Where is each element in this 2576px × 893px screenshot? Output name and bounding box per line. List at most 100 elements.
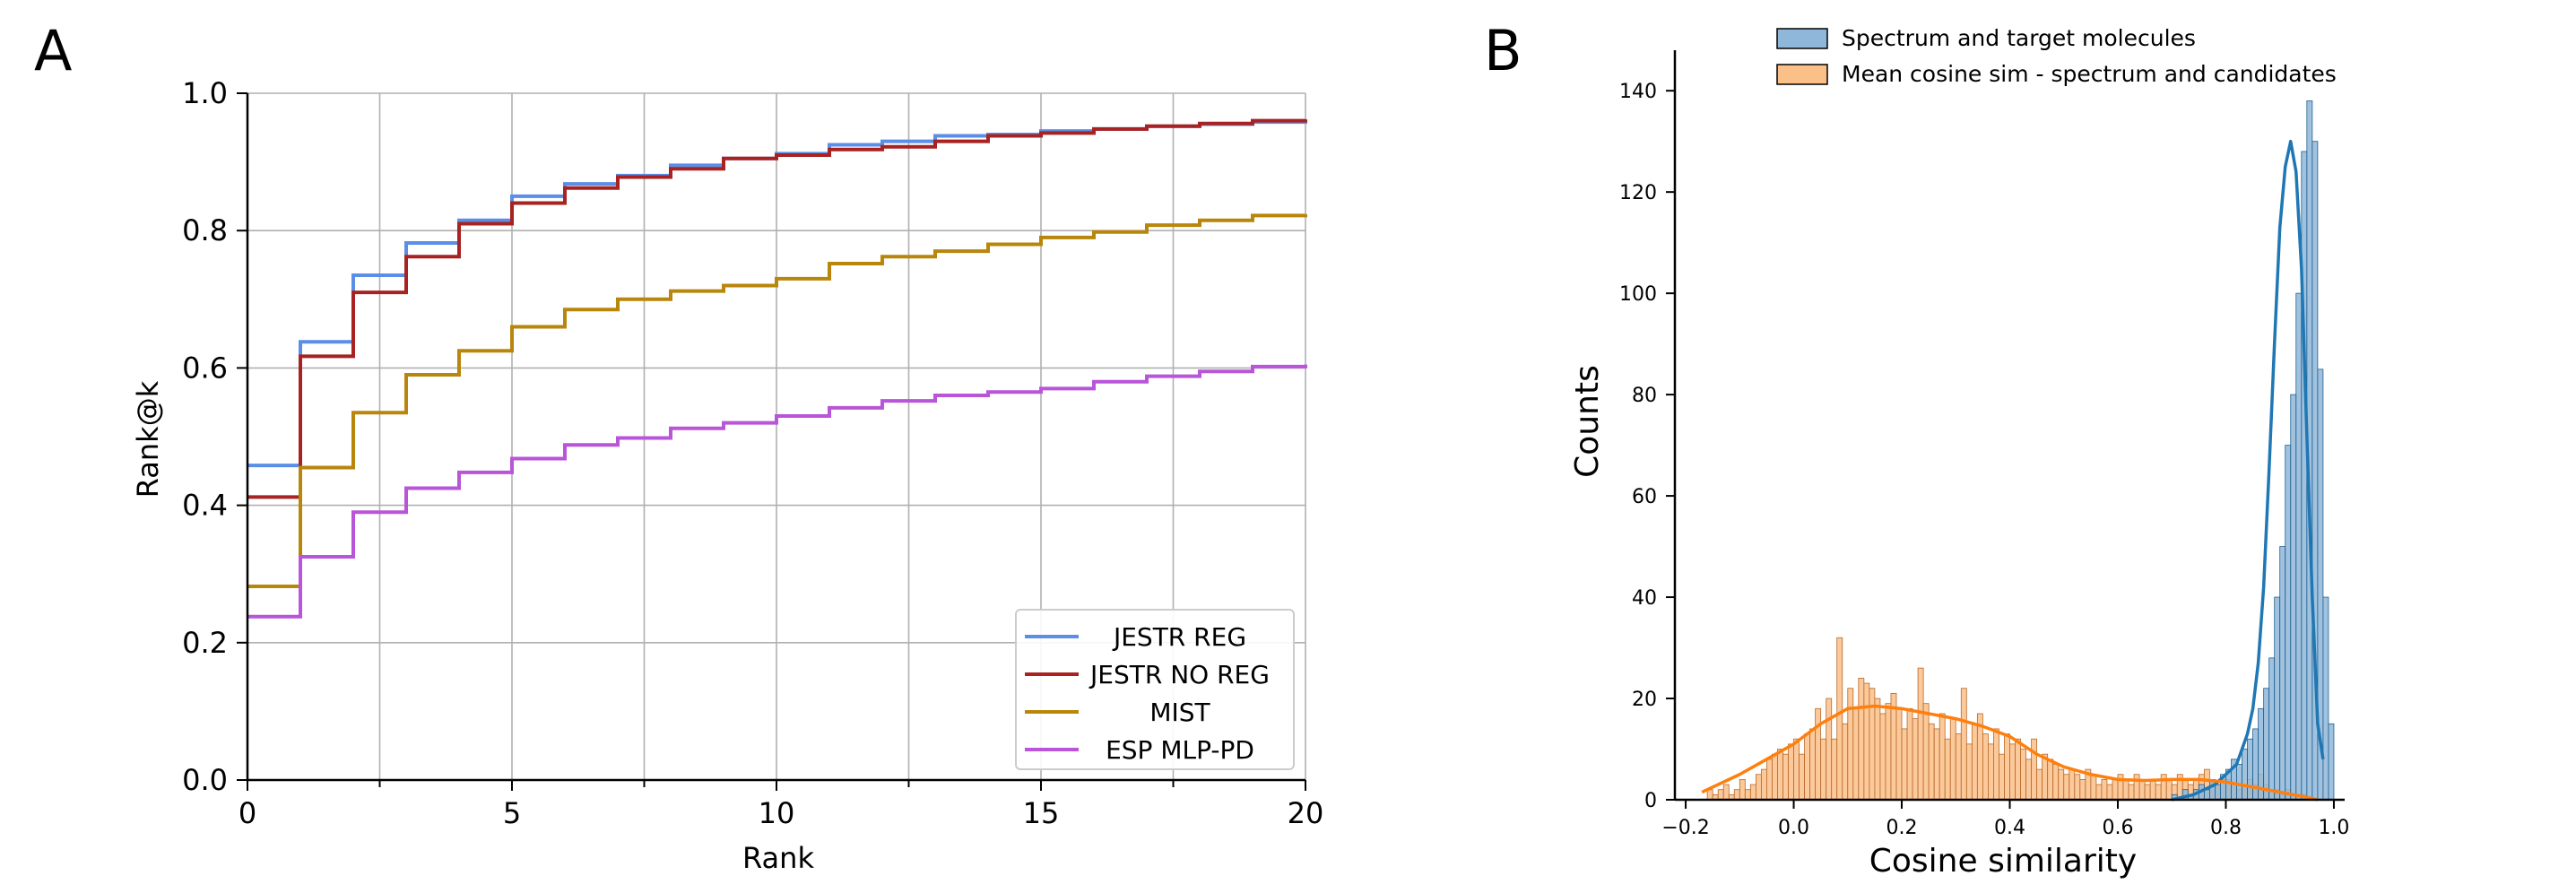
histogram-bar (2074, 774, 2081, 801)
histogram-y-tick-label: 60 (1632, 486, 1657, 508)
rank-series-lines (247, 118, 1307, 619)
histogram-bar (1799, 753, 1805, 801)
histogram-bar (2112, 779, 2119, 801)
histogram-bar (1760, 768, 1767, 801)
histogram-bar (2274, 596, 2281, 801)
rank-y-ticks: 0.0 0.2 0.4 0.6 0.8 1.0 (182, 76, 247, 797)
histogram-bar (2301, 151, 2308, 801)
histogram-legend-swatch (1776, 28, 1828, 49)
histogram-x-ticks: −0.2 0.0 0.2 0.4 0.6 0.8 1.0 (1661, 800, 2349, 839)
histogram-bar (1717, 789, 1724, 801)
histogram-bar (2203, 789, 2210, 801)
histogram-legend: Spectrum and target molecules Mean cosine… (1776, 25, 2337, 87)
histogram-bar (2138, 779, 2146, 801)
histogram-bar (2101, 779, 2108, 801)
histogram-x-tick-label: 0.0 (1778, 817, 1809, 839)
histogram-bar (2165, 779, 2173, 801)
rank-series-line (247, 213, 1307, 588)
rank-legend-label: JESTR NO REG (1089, 660, 1270, 689)
rank-y-tick-label: 0.8 (182, 213, 228, 247)
rank-chart: 0 5 10 15 20 0.00.20.40.60.81.0 Rank Rank@k … (131, 76, 1323, 875)
histogram-bar (2149, 779, 2156, 801)
histogram-bar (2215, 784, 2221, 801)
histogram-bar (1939, 713, 1946, 801)
histogram-bar (1804, 733, 1811, 801)
rank-x-ticks: 0 5 10 15 20 (239, 780, 1323, 830)
histogram-bar (1777, 749, 1783, 801)
histogram-bar (2208, 779, 2216, 801)
histogram-kde-lines (1701, 139, 2325, 802)
histogram-bar (2155, 784, 2162, 801)
histogram-bar (2247, 738, 2253, 801)
histogram-bar (1928, 723, 1935, 801)
rank-y-tick-label: 0.6 (182, 351, 228, 385)
histogram-bar (2042, 753, 2049, 801)
histogram-bar (1766, 759, 1773, 801)
rank-y-tick-label: 1.0 (182, 76, 228, 110)
histogram-bar (2268, 657, 2276, 801)
histogram-legend-swatch (1776, 64, 1828, 85)
histogram-bar (1782, 753, 1789, 801)
histogram-bar (2263, 688, 2270, 801)
rank-y-tick-label: 0.4 (182, 489, 228, 523)
histogram-bar (2031, 738, 2038, 801)
histogram-axes (1673, 50, 2345, 802)
rank-x-tick-label: 15 (1023, 796, 1060, 830)
histogram-bar (2036, 768, 2043, 801)
histogram-bar (1901, 728, 1908, 801)
histogram-bar (1912, 718, 1919, 801)
histogram-bar (1863, 682, 1870, 801)
histogram-x-tick-label: −0.2 (1661, 817, 1709, 839)
histogram-bar (2069, 768, 2076, 801)
histogram-bar (2236, 764, 2242, 801)
histogram-y-axis-label: Counts (1569, 365, 1606, 478)
histogram-bar (2258, 707, 2265, 801)
histogram-bar (2090, 774, 2097, 801)
histogram-bar (1982, 733, 1989, 801)
histogram-y-tick-label: 120 (1619, 182, 1657, 204)
histogram-bar (1944, 738, 1951, 801)
histogram-bar (1874, 698, 1881, 801)
panel-a-label: A (34, 18, 72, 83)
histogram-x-axis-label: Cosine similarity (1869, 843, 2137, 880)
histogram-bar (1772, 753, 1778, 801)
histogram-bar (1922, 703, 1930, 801)
histogram-y-tick-label: 100 (1619, 283, 1657, 306)
histogram-bar (2095, 784, 2103, 801)
histogram-bar (2128, 784, 2135, 801)
histogram-bar (1788, 743, 1794, 801)
histogram-bar (2144, 784, 2151, 801)
histogram-bar (1852, 707, 1860, 801)
histogram-bar (2025, 759, 2032, 801)
histogram-bar (1949, 718, 1956, 801)
histogram-y-ticks: 0 20 40 60 80 100 120 140 (1619, 81, 1675, 812)
histogram-bar (2285, 445, 2292, 801)
histogram-bar (2058, 768, 2065, 801)
histogram-bar (2133, 774, 2140, 801)
histogram-bar (1993, 728, 1999, 801)
histogram-bar (1733, 789, 1740, 801)
histogram-bar (1831, 738, 1838, 801)
histogram-legend-label: Spectrum and target molecules (1842, 25, 2196, 51)
rank-x-axis-label: Rank (742, 841, 814, 875)
rank-y-tick-label: 0.0 (182, 763, 228, 797)
histogram-bar (1971, 723, 1978, 801)
histogram-x-tick-label: 0.8 (2210, 817, 2242, 839)
histogram-bar (1858, 678, 1865, 801)
histogram-x-tick-label: 0.2 (1886, 817, 1918, 839)
rank-legend-label: JESTR REG (1112, 622, 1246, 652)
rank-legend-label: MIST (1149, 698, 1210, 727)
histogram-bar (2004, 733, 2010, 801)
histogram-bar (1706, 789, 1713, 801)
rank-legend: JESTR REG JESTR NO REG MIST ESP MLP-PD (1015, 609, 1295, 770)
histogram-bar (2020, 749, 2026, 801)
histogram-bar (2295, 292, 2303, 801)
histogram-bar (2328, 723, 2335, 801)
histogram-bar (1933, 728, 1940, 801)
rank-series-line (247, 364, 1307, 619)
rank-x-tick-label: 10 (759, 796, 795, 830)
histogram-bar (1739, 779, 1746, 801)
histogram-bar (1815, 707, 1822, 801)
histogram-bar (2079, 779, 2086, 801)
